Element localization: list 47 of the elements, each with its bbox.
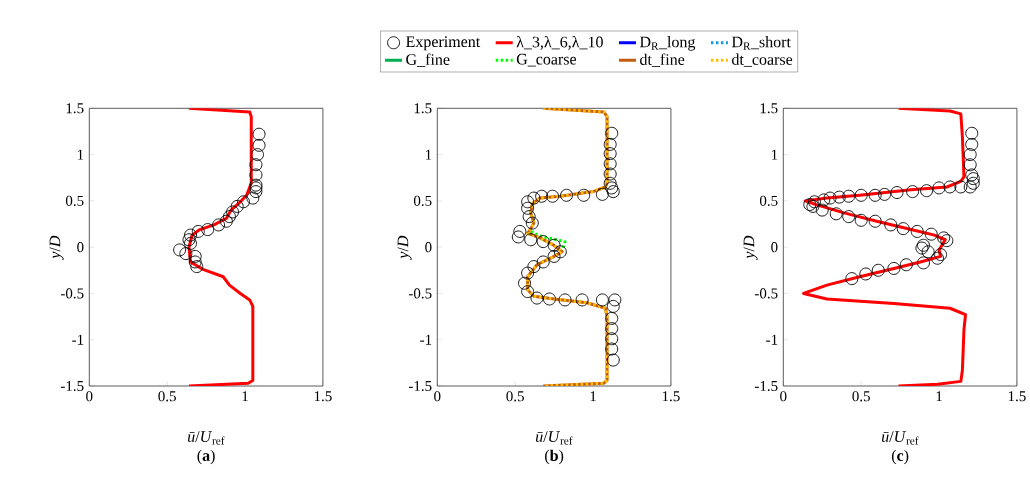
x-tick-label: 0.5 xyxy=(158,391,176,402)
y-tick-label: -0.5 xyxy=(60,288,84,299)
y-tick-label: 0.5 xyxy=(413,195,432,206)
y-tick-label: 1.5 xyxy=(414,103,432,114)
x-tick-label: 1 xyxy=(590,391,596,402)
text: (c) xyxy=(891,449,909,465)
x-tick-label: 1.5 xyxy=(662,391,680,402)
y-tick-label: -1.5 xyxy=(754,380,778,392)
y-tick-label: 0 xyxy=(77,242,84,253)
y-tick-label: 1.5 xyxy=(760,103,778,114)
y-tick-label: -1 xyxy=(72,334,84,345)
y-tick-label: -0.5 xyxy=(408,288,432,299)
legend-label: dt_fine xyxy=(640,53,685,67)
x-tick-label: 1.5 xyxy=(314,391,332,402)
x-tick-label: 1 xyxy=(242,391,248,402)
y-tick-label: 0 xyxy=(771,242,778,253)
x-tick-label: 0 xyxy=(86,391,93,402)
legend-label: G_fine xyxy=(406,53,450,67)
y-tick-label: -1 xyxy=(420,334,432,345)
y-tick-label: -1.5 xyxy=(60,380,84,392)
y-tick-label: 0.5 xyxy=(65,195,84,206)
legend-label: Experiment xyxy=(406,36,481,51)
x-axis-title: ū/U$_{ref}$ xyxy=(188,431,225,445)
legend-label: D$_{R}$_short xyxy=(731,36,791,50)
x-tick-label: 0 xyxy=(780,391,787,402)
text: (b) xyxy=(545,449,564,465)
x-axis-title: ū/U$_{ref}$ xyxy=(882,431,919,445)
y-tick-label: 1 xyxy=(425,149,432,160)
y-tick-label: 1 xyxy=(771,149,778,160)
x-tick-label: 1.5 xyxy=(1008,391,1026,402)
y-tick-label: 0 xyxy=(425,242,432,253)
x-tick-label: 0.5 xyxy=(852,391,870,402)
y-tick-label: 1.5 xyxy=(66,103,84,114)
legend-label: G_coarse xyxy=(516,53,577,67)
y-tick-label: -1.5 xyxy=(408,380,432,392)
legend-label: λ_3,λ_6,λ_10 xyxy=(516,35,603,50)
legend-label: D$_{R}$_long xyxy=(639,36,696,51)
y-tick-label: 1 xyxy=(77,149,84,160)
text: (a) xyxy=(197,449,215,465)
y-tick-label: 0.5 xyxy=(759,195,778,206)
x-axis-title: ū/U$_{ref}$ xyxy=(536,431,573,445)
x-tick-label: 0.5 xyxy=(506,391,524,402)
y-tick-label: -0.5 xyxy=(754,288,778,299)
y-tick-label: -1 xyxy=(766,334,778,345)
legend-label: dt_coarse xyxy=(732,53,793,67)
x-tick-label: 1 xyxy=(936,391,942,402)
x-tick-label: 0 xyxy=(434,391,441,402)
